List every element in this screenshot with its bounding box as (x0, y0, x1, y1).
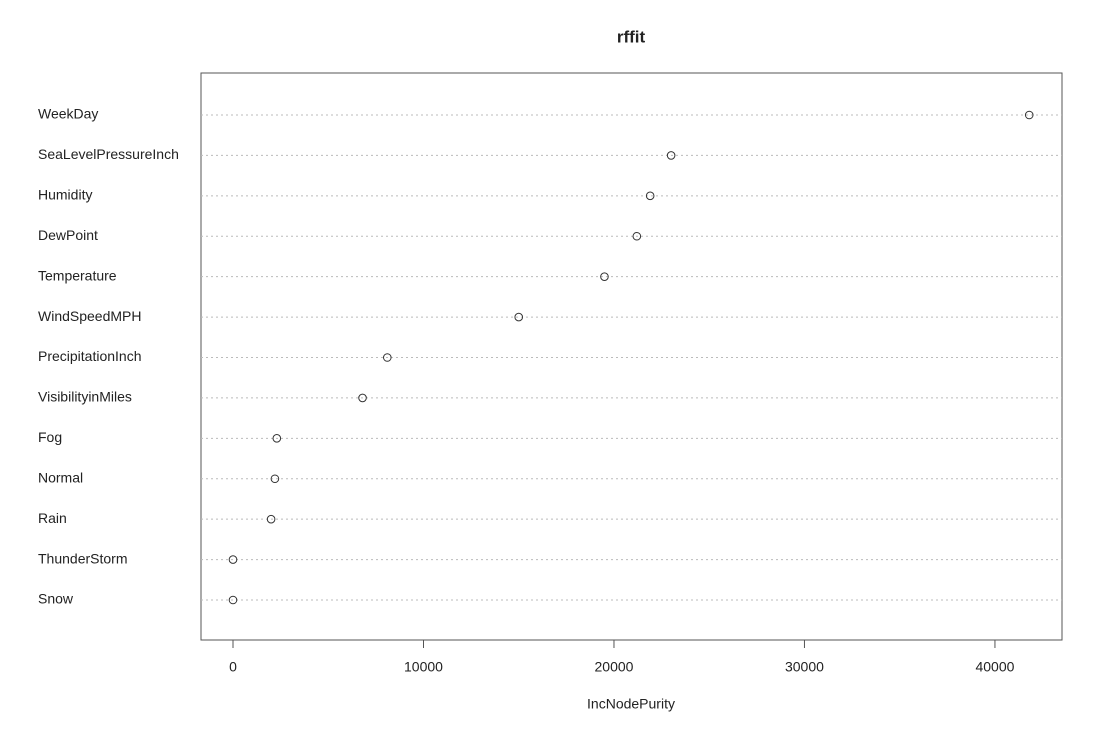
category-label: Normal (38, 469, 83, 485)
category-label: SeaLevelPressureInch (38, 146, 179, 162)
dot (632, 231, 642, 241)
dot (645, 191, 655, 201)
category-label: Humidity (38, 187, 92, 203)
category-label: Snow (38, 591, 74, 607)
x-tick-label: 0 (229, 659, 237, 675)
chart-title: rffit (617, 27, 646, 46)
dot (382, 353, 392, 362)
category-label: ThunderStorm (38, 550, 127, 566)
x-tick-label: 10000 (404, 659, 443, 675)
x-tick-label: 40000 (975, 659, 1014, 675)
x-tick-label: 30000 (785, 659, 824, 675)
category-label: VisibilityinMiles (38, 389, 132, 405)
category-label: Rain (38, 510, 67, 526)
dot (666, 151, 676, 160)
category-label: Temperature (38, 267, 117, 283)
plot-frame (200, 72, 1063, 641)
dot (270, 474, 280, 484)
dot (358, 393, 367, 403)
category-label: PrecipitationInch (38, 348, 142, 364)
category-label: DewPoint (38, 227, 98, 243)
category-label: Fog (38, 429, 62, 445)
dot (228, 595, 238, 605)
category-label: WindSpeedMPH (38, 308, 142, 324)
dot (272, 434, 282, 443)
dot (514, 312, 524, 322)
x-tick-label: 20000 (595, 659, 634, 675)
dot (1024, 110, 1034, 120)
category-label: WeekDay (38, 106, 98, 122)
dot (266, 514, 276, 524)
dot (600, 272, 609, 281)
x-axis-label: IncNodePurity (587, 696, 675, 712)
dot (228, 555, 238, 564)
